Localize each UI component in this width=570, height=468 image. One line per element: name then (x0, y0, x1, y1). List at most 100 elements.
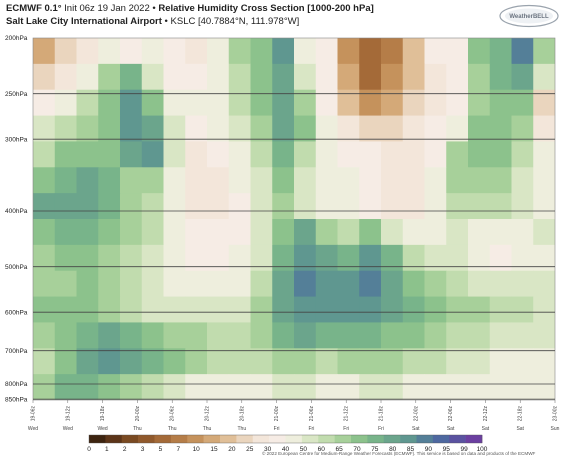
rh-cell (228, 89, 251, 117)
rh-cell (533, 63, 555, 91)
day-label: Sat (412, 426, 420, 432)
time-label: 20-18z (239, 406, 245, 422)
location-name: Salt Lake City International Airport (6, 16, 162, 27)
rh-cell (337, 374, 360, 400)
rh-cell (163, 374, 186, 400)
rh-cell (228, 374, 251, 400)
rh-cell (315, 89, 338, 117)
colorbar-tick-label: 1 (105, 446, 109, 453)
rh-cell (98, 193, 121, 220)
subtitle-line: Salt Lake City International Airport • K… (6, 16, 476, 28)
rh-cell (424, 348, 447, 375)
rh-cell (272, 270, 295, 298)
rh-cell (163, 38, 186, 65)
rh-cell (381, 141, 404, 168)
time-label: 19-12z (65, 406, 71, 422)
rh-cell (511, 348, 534, 375)
rh-cell (185, 374, 208, 400)
rh-cell (511, 115, 534, 142)
rh-cell (272, 38, 295, 65)
rh-cell (294, 38, 317, 65)
chart-header: ECMWF 0.1° Init 06z 19 Jan 2022 • Relati… (6, 3, 476, 28)
pressure-label: 800hPa (5, 381, 28, 388)
rh-cell (511, 38, 534, 65)
rh-cell (402, 270, 425, 298)
rh-cell (120, 270, 143, 298)
rh-cell (54, 63, 77, 91)
rh-cell (489, 322, 512, 349)
rh-cell (120, 115, 143, 142)
rh-cell (141, 38, 164, 65)
rh-cell (424, 374, 447, 400)
rh-cell (424, 141, 447, 168)
time-label: 23-00z (553, 406, 559, 422)
time-label: 22-18z (518, 406, 524, 422)
rh-cell (120, 167, 143, 194)
rh-cell (207, 141, 230, 168)
rh-cell (250, 270, 273, 298)
rh-cell (76, 89, 99, 117)
rh-cell (272, 115, 295, 142)
rh-cell (359, 38, 382, 65)
rh-cell (250, 167, 273, 194)
colorbar-tick-label: 30 (264, 446, 272, 453)
rh-cell (141, 219, 164, 246)
rh-cell (337, 89, 360, 117)
rh-cell (120, 374, 143, 400)
rh-cell (207, 219, 230, 246)
time-label: 22-00z (413, 406, 419, 422)
rh-cell (315, 38, 338, 65)
rh-cell (207, 270, 230, 298)
rh-cell (207, 115, 230, 142)
rh-cell (294, 63, 317, 91)
title-line: ECMWF 0.1° Init 06z 19 Jan 2022 • Relati… (6, 3, 476, 15)
rh-cell (424, 167, 447, 194)
rh-cell (446, 89, 469, 117)
rh-cell (294, 374, 317, 400)
rh-cell (141, 296, 164, 323)
rh-cell (33, 63, 56, 91)
rh-cell (98, 141, 121, 168)
rh-cell (381, 115, 404, 142)
rh-cell (337, 219, 360, 246)
colorbar-swatch (449, 435, 466, 443)
rh-cell (272, 322, 295, 349)
rh-cell (120, 38, 143, 65)
rh-cell (228, 348, 251, 375)
rh-cell (315, 63, 338, 91)
rh-cell (315, 167, 338, 194)
rh-cell (533, 348, 555, 375)
rh-cell (294, 115, 317, 142)
rh-cell (424, 115, 447, 142)
colorbar-tick-label: 95 (443, 446, 451, 453)
rh-cell (141, 374, 164, 400)
rh-cell (402, 219, 425, 246)
rh-cell (468, 38, 491, 65)
rh-cell (228, 115, 251, 142)
rh-cell (402, 296, 425, 323)
rh-cell (185, 244, 208, 272)
rh-cell (250, 63, 273, 91)
station-info: KSLC [40.7884°N, 111.978°W] (170, 16, 300, 27)
day-label: Wed (63, 426, 73, 432)
rh-cell (185, 219, 208, 246)
rh-cell (381, 374, 404, 400)
rh-cell (294, 322, 317, 349)
rh-cell (185, 63, 208, 91)
rh-cell (33, 115, 56, 142)
rh-cell (315, 374, 338, 400)
colorbar-swatch (252, 435, 270, 443)
rh-cell (207, 296, 230, 323)
rh-cell (33, 348, 56, 375)
rh-cell (381, 322, 404, 349)
rh-cell (76, 38, 99, 65)
rh-cell (207, 348, 230, 375)
colorbar-swatch (220, 435, 237, 443)
rh-cell (163, 89, 186, 117)
rh-cell (381, 219, 404, 246)
rh-cell (402, 63, 425, 91)
rh-cell (54, 38, 77, 65)
rh-cell (468, 63, 491, 91)
rh-cell (315, 296, 338, 323)
day-label: Sun (551, 426, 560, 432)
